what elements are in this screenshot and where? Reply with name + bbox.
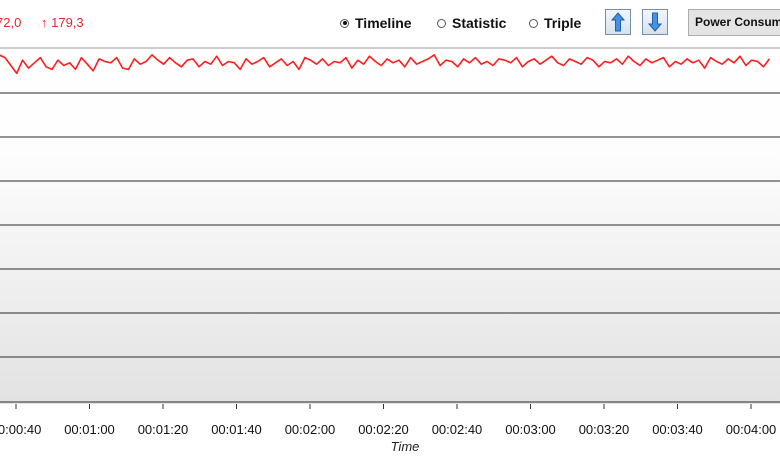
radio-dot xyxy=(437,18,446,28)
metric-select-button[interactable]: Power Consumption xyxy=(688,9,780,36)
radio-triple-label: Triple xyxy=(544,15,582,31)
x-tick-label: 00:03:20 xyxy=(579,422,630,437)
x-axis-label: Time xyxy=(390,439,420,454)
stat-min-value: 72,0 xyxy=(0,15,22,30)
radio-statistic-label: Statistic xyxy=(452,15,507,31)
x-tick-label: 00:02:40 xyxy=(432,422,483,437)
plot-area xyxy=(0,48,780,404)
x-tick-label: 00:03:40 xyxy=(652,422,703,437)
series-line xyxy=(0,54,771,75)
stat-max-value: ↑ 179,3 xyxy=(41,15,84,30)
x-tick-label: 00:01:40 xyxy=(211,422,262,437)
sort-up-button[interactable] xyxy=(605,9,631,35)
radio-dot-checked xyxy=(340,18,349,28)
radio-dot xyxy=(529,18,538,28)
radio-statistic[interactable]: Statistic xyxy=(437,14,506,32)
x-tick-label: 00:02:20 xyxy=(358,422,409,437)
x-tick-label: 00:00:40 xyxy=(0,422,41,437)
x-tick-label: 00:01:00 xyxy=(64,422,115,437)
radio-triple[interactable]: Triple xyxy=(529,14,581,32)
sort-down-button[interactable] xyxy=(642,9,668,35)
arrow-up-icon xyxy=(611,12,625,32)
arrow-down-icon xyxy=(648,12,662,32)
x-tick-label: 00:01:20 xyxy=(138,422,189,437)
radio-timeline[interactable]: Timeline xyxy=(340,14,412,32)
x-tick-label: 00:03:00 xyxy=(505,422,556,437)
x-tick-label: 00:04:00 xyxy=(726,422,777,437)
x-tick-label: 00:02:00 xyxy=(285,422,336,437)
radio-timeline-label: Timeline xyxy=(355,15,412,31)
